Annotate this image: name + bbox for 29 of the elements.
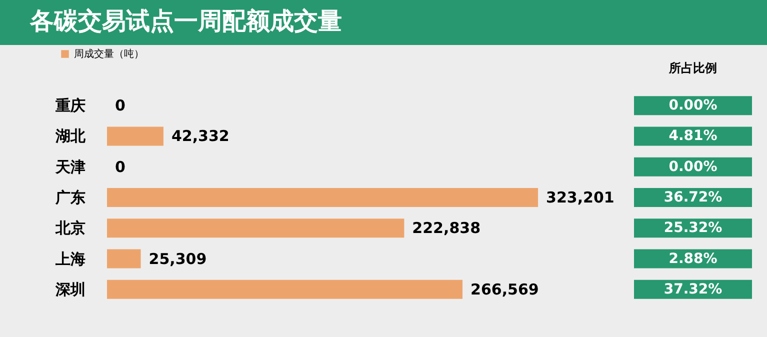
text: 0.00% (668, 158, 718, 175)
legend-label: 周成交量（吨） (74, 48, 144, 60)
y-tick-label: 北京 (54, 219, 86, 238)
y-tick-label: 天津 (54, 158, 86, 176)
data-label: 0 (115, 158, 126, 176)
data-label: 42,332 (171, 127, 230, 146)
y-tick-label: 湖北 (54, 127, 86, 146)
text: 37.32% (664, 281, 722, 298)
text: 36.72% (664, 190, 722, 206)
text: 25.32% (664, 220, 722, 236)
data-label: 222,838 (412, 219, 481, 238)
bar (107, 126, 164, 146)
data-label: 266,569 (470, 280, 539, 298)
text: 0.00% (668, 98, 718, 114)
text: 所占比例 (668, 61, 717, 75)
data-label: 0 (115, 96, 126, 115)
bar (107, 188, 538, 207)
y-tick-label: 上海 (54, 250, 86, 268)
text: 4.81% (668, 128, 718, 144)
data-label: 25,309 (148, 250, 207, 268)
bar (107, 280, 463, 299)
chart-title: 各碳交易试点一周配额成交量 (29, 7, 342, 35)
bar (107, 218, 404, 238)
data-label: 323,201 (546, 188, 614, 206)
text: 2.88% (668, 250, 718, 267)
y-tick-label: 重庆 (54, 96, 86, 115)
bar (107, 249, 141, 268)
y-tick-label: 广东 (54, 188, 86, 206)
y-tick-label: 深圳 (54, 280, 86, 298)
